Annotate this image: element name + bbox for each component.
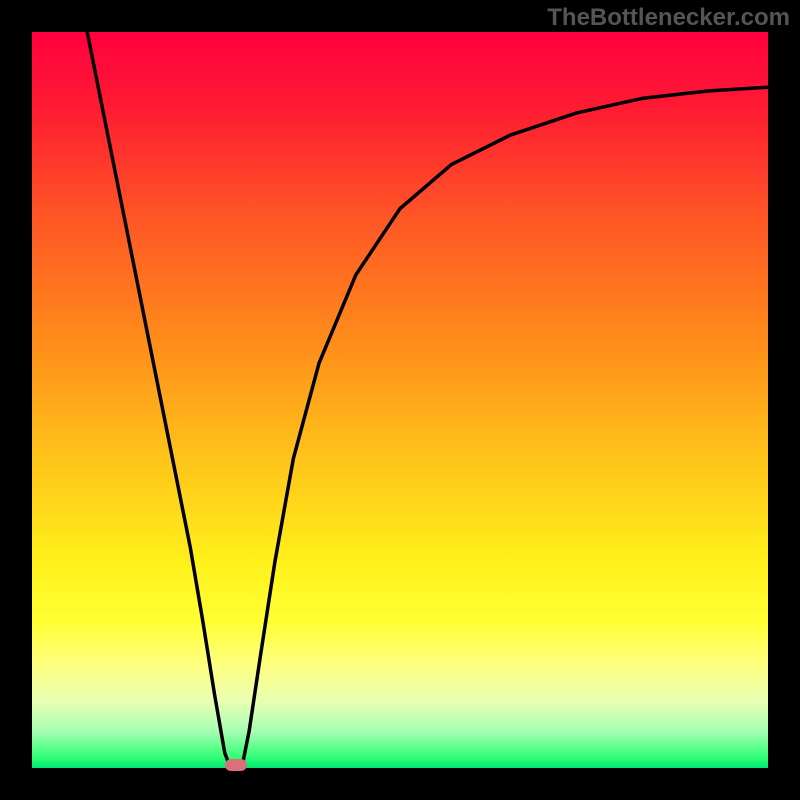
plot-background [32, 32, 768, 768]
chart-container: TheBottlenecker.com [0, 0, 800, 800]
bottleneck-chart [0, 0, 800, 800]
watermark-text: TheBottlenecker.com [547, 4, 790, 32]
optimal-point-marker [225, 759, 247, 771]
